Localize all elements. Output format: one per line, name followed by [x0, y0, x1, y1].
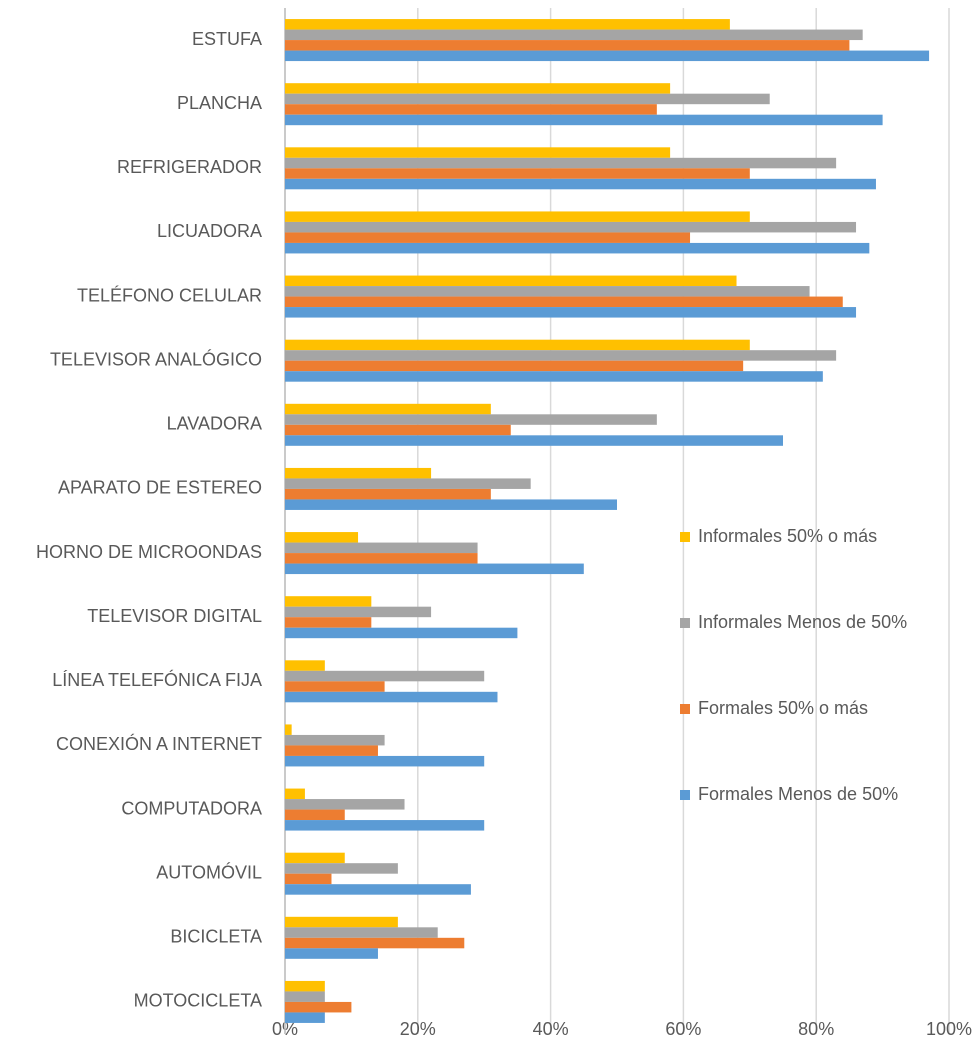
- y-tick-label: TELEVISOR DIGITAL: [87, 606, 262, 626]
- bar: [285, 991, 325, 1002]
- bar: [285, 104, 657, 115]
- bar: [285, 403, 491, 415]
- legend-swatch: [680, 532, 690, 542]
- bar: [285, 660, 325, 671]
- bar: [285, 242, 870, 254]
- bar: [285, 168, 750, 179]
- bar: [285, 414, 657, 425]
- bar: [285, 371, 823, 382]
- bar: [285, 691, 498, 703]
- y-tick-label: CONEXIÓN A INTERNET: [56, 733, 262, 754]
- y-tick-label: LICUADORA: [157, 221, 262, 241]
- bar: [285, 19, 730, 30]
- y-tick-label: APARATO DE ESTEREO: [58, 478, 262, 498]
- bar: [285, 467, 432, 479]
- x-tick-label: 60%: [665, 1019, 701, 1039]
- bar: [285, 286, 810, 297]
- legend-swatch: [680, 704, 690, 714]
- bar: [285, 339, 750, 351]
- x-tick-label: 40%: [533, 1019, 569, 1039]
- x-tick-label: 20%: [400, 1019, 436, 1039]
- bar: [285, 980, 325, 992]
- bar: [285, 937, 465, 949]
- x-tick-label: 80%: [798, 1019, 834, 1039]
- x-tick-label: 100%: [926, 1019, 972, 1039]
- bar: [285, 1001, 352, 1013]
- bar: [285, 542, 478, 554]
- bar: [285, 360, 744, 372]
- bar: [285, 681, 385, 692]
- bar: [285, 820, 485, 831]
- bar: [285, 734, 385, 746]
- y-tick-label: REFRIGERADOR: [117, 157, 262, 177]
- bar: [285, 114, 883, 126]
- bar: [285, 211, 750, 222]
- bar: [285, 809, 345, 821]
- bar: [285, 307, 857, 318]
- legend-label: Formales 50% o más: [698, 698, 868, 718]
- y-tick-label: HORNO DE MICROONDAS: [36, 542, 262, 562]
- bar: [285, 275, 737, 287]
- bar: [285, 916, 398, 928]
- bar: [285, 178, 876, 190]
- bar: [285, 617, 372, 628]
- bar: [285, 296, 843, 308]
- legend-swatch: [680, 618, 690, 628]
- bar: [285, 50, 930, 62]
- bar: [285, 1012, 325, 1023]
- bar: [285, 232, 691, 243]
- bar: [285, 488, 491, 500]
- y-tick-label: AUTOMÓVIL: [156, 861, 262, 882]
- bar: [285, 147, 671, 158]
- bar: [285, 788, 305, 800]
- y-tick-label: PLANCHA: [177, 93, 262, 113]
- bar: [285, 424, 511, 436]
- bar: [285, 863, 398, 874]
- legend-label: Formales Menos de 50%: [698, 784, 898, 804]
- bar: [285, 799, 405, 810]
- bar: [285, 745, 378, 756]
- bar: [285, 724, 292, 735]
- bar: [285, 29, 863, 41]
- bar: [285, 563, 584, 575]
- bar: [285, 873, 332, 885]
- legend-label: Informales Menos de 50%: [698, 612, 907, 632]
- bar: [285, 884, 471, 895]
- bar: [285, 499, 617, 510]
- bar: [285, 670, 485, 682]
- y-tick-label: LÍNEA TELEFÓNICA FIJA: [52, 669, 262, 690]
- bar: [285, 606, 432, 618]
- bar: [285, 221, 857, 233]
- bar: [285, 627, 518, 639]
- bar: [285, 157, 837, 169]
- legend-label: Informales 50% o más: [698, 526, 877, 546]
- bar: [285, 478, 531, 489]
- bar: [285, 350, 837, 361]
- bar: [285, 93, 770, 105]
- y-tick-label: TELEVISOR ANALÓGICO: [50, 348, 262, 369]
- y-tick-label: MOTOCICLETA: [134, 991, 262, 1011]
- y-tick-label: BICICLETA: [170, 927, 262, 947]
- bar: [285, 852, 345, 864]
- bar: [285, 40, 850, 51]
- bar: [285, 532, 359, 543]
- bar: [285, 755, 485, 767]
- legend-swatch: [680, 790, 690, 800]
- bar: [285, 553, 478, 564]
- y-tick-label: TELÉFONO CELULAR: [77, 285, 262, 305]
- bar: [285, 948, 378, 959]
- bar: [285, 435, 783, 446]
- bar: [285, 83, 671, 94]
- y-tick-label: COMPUTADORA: [121, 798, 262, 818]
- bar: [285, 596, 372, 607]
- y-tick-label: ESTUFA: [192, 29, 262, 49]
- y-tick-label: LAVADORA: [167, 414, 262, 434]
- bar: [285, 927, 438, 938]
